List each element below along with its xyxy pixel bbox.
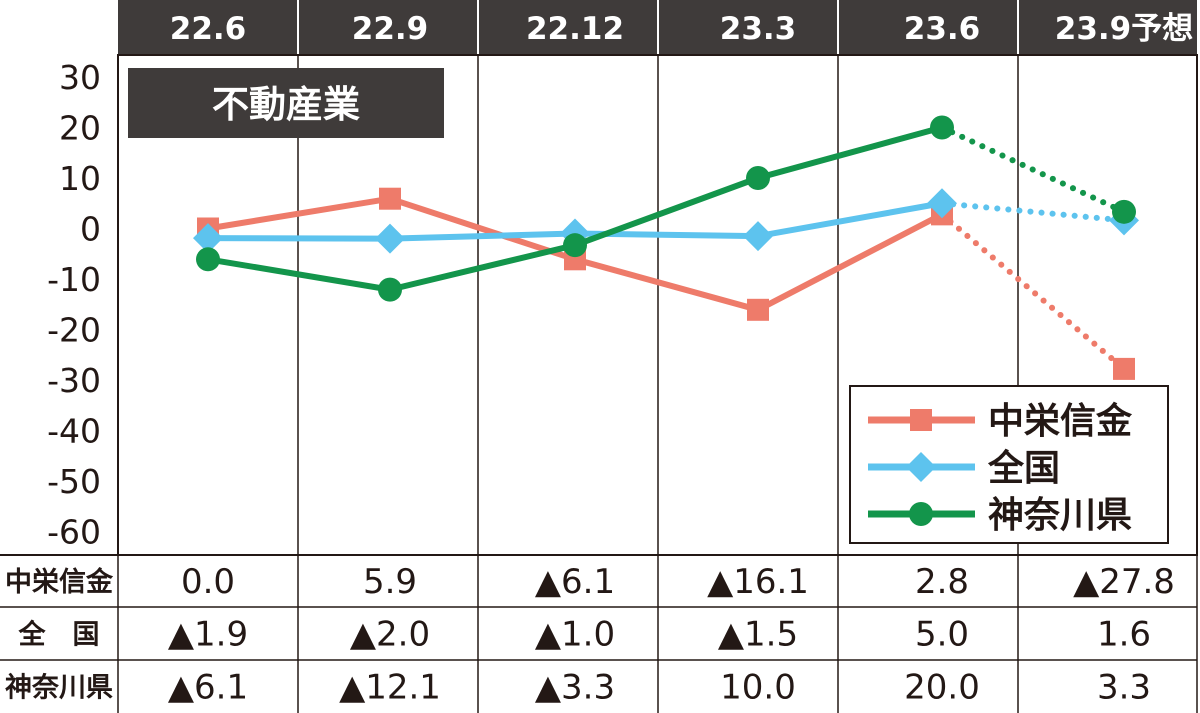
table-cell: ▲16.1 xyxy=(707,562,809,602)
y-tick-label: 10 xyxy=(59,159,101,198)
x-category-label: 22.9 xyxy=(352,11,429,47)
point-marker-circle xyxy=(909,502,933,526)
y-tick-label: 0 xyxy=(80,210,101,249)
table-cell: ▲6.1 xyxy=(168,668,248,708)
table-cell: ▲6.1 xyxy=(535,562,615,602)
series-1 xyxy=(193,188,1139,254)
y-tick-label: -40 xyxy=(47,412,101,451)
point-marker-circle xyxy=(746,166,770,190)
x-category-label: 23.6 xyxy=(904,11,981,47)
y-tick-label: -20 xyxy=(47,311,101,350)
table-cell: ▲2.0 xyxy=(350,615,430,655)
table-cell: ▲1.0 xyxy=(535,615,615,655)
data-table: 中栄信金 0.0 5.9 ▲6.1 ▲16.1 2.8 ▲27.8 全 国 ▲1.9 ▲2.0 ▲1… xyxy=(0,554,1198,713)
table-cell: ▲1.5 xyxy=(718,615,798,655)
legend-item: 中栄信金 xyxy=(868,400,1133,442)
point-marker-diamond xyxy=(906,452,936,482)
point-marker-diamond xyxy=(193,223,223,254)
point-marker-circle xyxy=(930,115,954,140)
table-row-label: 神奈川県 xyxy=(5,673,113,704)
point-marker-square xyxy=(910,409,932,431)
point-marker-diamond xyxy=(375,223,405,254)
table-cell: ▲12.1 xyxy=(339,668,441,708)
x-category-label: 22.12 xyxy=(526,11,624,47)
table-cell: 20.0 xyxy=(904,668,980,708)
x-category-label: 23.3 xyxy=(720,11,797,47)
table-cell: ▲3.3 xyxy=(535,668,615,708)
series-forecast-line xyxy=(939,200,1127,224)
y-tick-label: 30 xyxy=(59,58,101,97)
table-cell: 5.0 xyxy=(915,615,969,655)
chart-title-background xyxy=(128,68,444,138)
legend-item: 神奈川県 xyxy=(868,495,1132,536)
chart-title: 不動産業 xyxy=(212,83,360,126)
x-category-label: 22.6 xyxy=(170,11,247,47)
legend-label: 神奈川県 xyxy=(988,495,1132,536)
table-row-label: 全 国 xyxy=(18,619,100,651)
table-cell: 3.3 xyxy=(1097,668,1151,708)
table-cell: ▲27.8 xyxy=(1073,562,1175,602)
point-marker-diamond xyxy=(927,188,957,219)
legend-item: 全国 xyxy=(868,447,1060,489)
point-marker-square xyxy=(379,187,401,210)
table-row-label: 中栄信金 xyxy=(5,566,114,598)
series-forecast-line xyxy=(939,211,1127,372)
point-marker-circle xyxy=(563,233,587,258)
table-cell: 5.9 xyxy=(363,562,417,602)
point-marker-circle xyxy=(196,247,220,272)
point-marker-circle xyxy=(378,277,402,302)
point-marker-square xyxy=(747,298,769,321)
series-layer xyxy=(193,115,1139,380)
table-cell: 2.8 xyxy=(915,562,969,602)
chart-title-box: 不動産業 xyxy=(128,68,444,138)
y-tick-label: -10 xyxy=(47,260,101,299)
y-tick-label: -60 xyxy=(47,513,101,552)
point-marker-circle xyxy=(1112,199,1136,224)
legend-label: 中栄信金 xyxy=(988,400,1133,442)
point-marker-diamond xyxy=(743,221,773,252)
plot-frame xyxy=(117,54,1198,556)
legend-label: 全国 xyxy=(987,447,1060,489)
series-forecast-line xyxy=(939,124,1127,215)
series-2 xyxy=(196,115,1136,302)
table-cell: 1.6 xyxy=(1097,615,1151,655)
header-band: 22.6 22.9 22.12 23.3 23.6 23.9予想 xyxy=(118,0,1197,55)
point-marker-square xyxy=(1113,357,1135,380)
table-cell: 0.0 xyxy=(181,562,235,602)
table-cell: 10.0 xyxy=(720,668,796,708)
y-tick-label: 20 xyxy=(59,109,101,148)
y-tick-label: -50 xyxy=(47,462,101,501)
y-tick-label: -30 xyxy=(47,361,101,400)
y-axis-ticks: 30 20 10 0 -10 -20 -30 -40 -50 -60 xyxy=(47,58,101,552)
x-category-label: 23.9予想 xyxy=(1055,11,1194,47)
table-cell: ▲1.9 xyxy=(168,615,248,655)
